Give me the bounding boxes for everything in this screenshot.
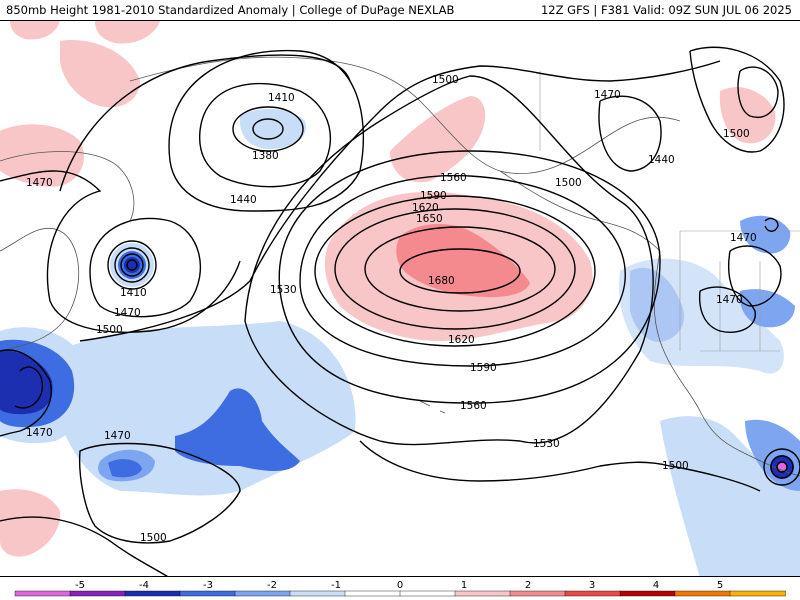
colorbar-tick-label: 3 bbox=[589, 580, 595, 591]
contour-label: 1500 bbox=[723, 128, 750, 140]
contour-label: 1380 bbox=[252, 150, 279, 162]
contour-label: 1440 bbox=[648, 154, 675, 166]
colorbar-tick-label: -1 bbox=[331, 580, 341, 591]
contour-label: 1470 bbox=[114, 307, 141, 319]
contour-label: 1620 bbox=[448, 334, 475, 346]
contour-label: 1470 bbox=[26, 177, 53, 189]
colorbar-tick-label: -4 bbox=[139, 580, 149, 591]
anomaly-map: 1410 1380 1440 1470 1470 1410 1470 1500 … bbox=[0, 21, 800, 576]
contour-labels: 1410 1380 1440 1470 1470 1410 1470 1500 … bbox=[26, 74, 757, 544]
contour-label: 1500 bbox=[432, 74, 459, 86]
colorbar-swatch bbox=[564, 590, 621, 597]
colorbar-swatch bbox=[69, 590, 126, 597]
map-title: 850mb Height 1981-2010 Standardized Anom… bbox=[6, 3, 455, 17]
colorbar-swatches bbox=[14, 590, 786, 597]
contour-label: 1680 bbox=[428, 275, 455, 287]
colorbar-tick-label: 0 bbox=[397, 580, 403, 591]
colorbar-tick-label: -5 bbox=[75, 580, 85, 591]
contour-label: 1620 bbox=[412, 202, 439, 214]
contour-label: 1500 bbox=[96, 324, 123, 336]
colorbar-tick-label: 5 bbox=[717, 580, 723, 591]
contour-label: 1530 bbox=[533, 438, 560, 450]
contour-label: 1470 bbox=[716, 294, 743, 306]
contour-label: 1560 bbox=[460, 400, 487, 412]
map-header: 850mb Height 1981-2010 Standardized Anom… bbox=[0, 0, 800, 20]
contour-label: 1410 bbox=[120, 287, 147, 299]
contour-label: 1470 bbox=[104, 430, 131, 442]
colorbar-ticks: -5 -4 -3 -2 -1 0 1 2 3 4 5 bbox=[75, 580, 723, 591]
contour-label: 1530 bbox=[270, 284, 297, 296]
colorbar-swatch bbox=[289, 590, 346, 597]
contour-label: 1470 bbox=[730, 232, 757, 244]
positive-anomaly-shading bbox=[0, 21, 776, 557]
contour-label: 1500 bbox=[140, 532, 167, 544]
colorbar-swatch bbox=[454, 590, 511, 597]
height-contours bbox=[0, 46, 800, 576]
colorbar-swatch bbox=[729, 590, 786, 597]
contour-label: 1500 bbox=[662, 460, 689, 472]
model-run-info: 12Z GFS | F381 Valid: 09Z SUN JUL 06 202… bbox=[540, 3, 792, 17]
colorbar-swatch bbox=[509, 590, 566, 597]
contour-label: 1590 bbox=[420, 190, 447, 202]
colorbar-swatch bbox=[14, 590, 71, 597]
contour-label: 1410 bbox=[268, 92, 295, 104]
colorbar-tick-label: -2 bbox=[267, 580, 277, 591]
colorbar-swatch bbox=[179, 590, 236, 597]
colorbar-swatch bbox=[399, 590, 456, 597]
colorbar-tick-label: -3 bbox=[203, 580, 213, 591]
contour-label: 1470 bbox=[26, 427, 53, 439]
colorbar-swatch bbox=[674, 590, 731, 597]
contour-label: 1590 bbox=[470, 362, 497, 374]
colorbar-swatch bbox=[619, 590, 676, 597]
map-area: 1410 1380 1440 1470 1470 1410 1470 1500 … bbox=[0, 20, 800, 577]
colorbar-tick-label: 2 bbox=[525, 580, 531, 591]
colorbar-swatch bbox=[124, 590, 181, 597]
contour-label: 1470 bbox=[594, 89, 621, 101]
colorbar-swatch bbox=[234, 590, 291, 597]
contour-label: 1500 bbox=[555, 177, 582, 189]
contour-label: 1650 bbox=[416, 213, 443, 225]
colorbar: -5 -4 -3 -2 -1 0 1 2 3 4 5 bbox=[14, 580, 786, 597]
colorbar-tick-label: 1 bbox=[461, 580, 467, 591]
colorbar-swatch bbox=[344, 590, 401, 597]
colorbar-tick-label: 4 bbox=[653, 580, 659, 591]
contour-label: 1440 bbox=[230, 194, 257, 206]
colorbar-legend: -5 -4 -3 -2 -1 0 1 2 3 4 5 bbox=[0, 577, 800, 600]
contour-label: 1560 bbox=[440, 172, 467, 184]
